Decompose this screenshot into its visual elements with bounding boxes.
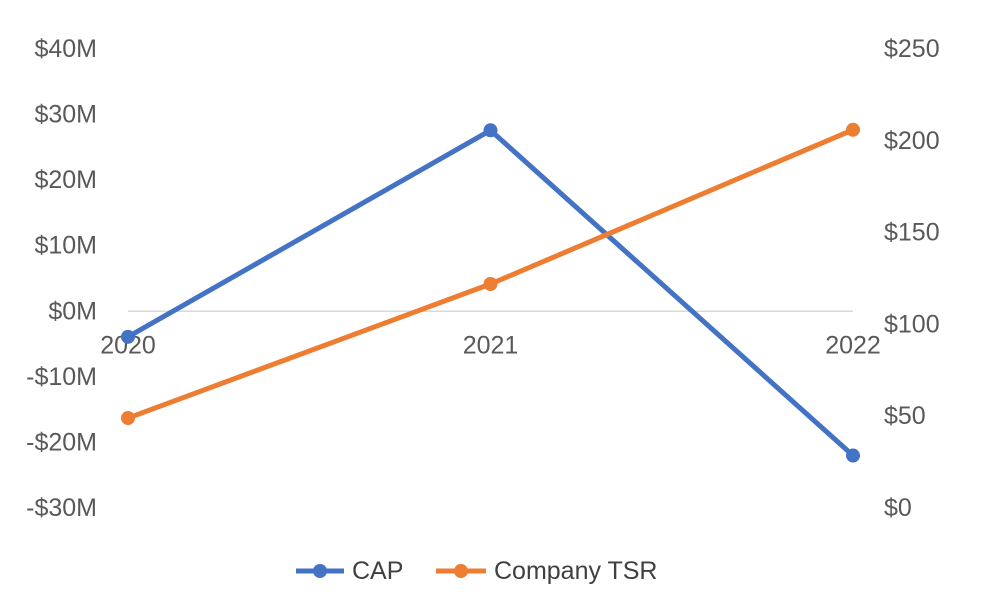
data-point-company-tsr (846, 122, 860, 137)
left-axis-tick-label: $20M (34, 166, 97, 194)
legend-label: CAP (352, 557, 403, 585)
right-axis-tick-label: $200 (884, 127, 940, 155)
data-point-company-tsr (483, 277, 498, 292)
right-axis-tick-label: $100 (884, 310, 940, 338)
data-point-company-tsr (121, 411, 135, 426)
left-axis-tick-label: -$20M (26, 428, 97, 456)
right-axis-tick-label: $0 (884, 494, 912, 522)
right-axis-tick-label: $150 (884, 219, 940, 247)
data-point-cap (121, 329, 135, 344)
left-axis-tick-label: $40M (34, 35, 97, 63)
series-line-cap (125, 127, 856, 459)
x-axis-tick-label: 2021 (463, 331, 519, 359)
right-axis-tick-label: $250 (884, 35, 940, 63)
left-axis-tick-label: -$30M (26, 494, 97, 522)
x-axis-tick-label: 2022 (825, 331, 881, 359)
left-axis-tick-label: $0M (48, 297, 97, 325)
legend-label: Company TSR (494, 557, 658, 585)
left-axis-tick-label: -$10M (26, 363, 97, 391)
right-axis-tick-label: $50 (884, 402, 926, 430)
data-point-cap (483, 123, 498, 138)
data-point-cap (846, 448, 860, 463)
legend-swatch-marker (313, 564, 327, 578)
left-axis-tick-label: $30M (34, 101, 97, 129)
legend-swatch-marker (454, 564, 468, 578)
left-axis-tick-label: $10M (34, 232, 97, 260)
